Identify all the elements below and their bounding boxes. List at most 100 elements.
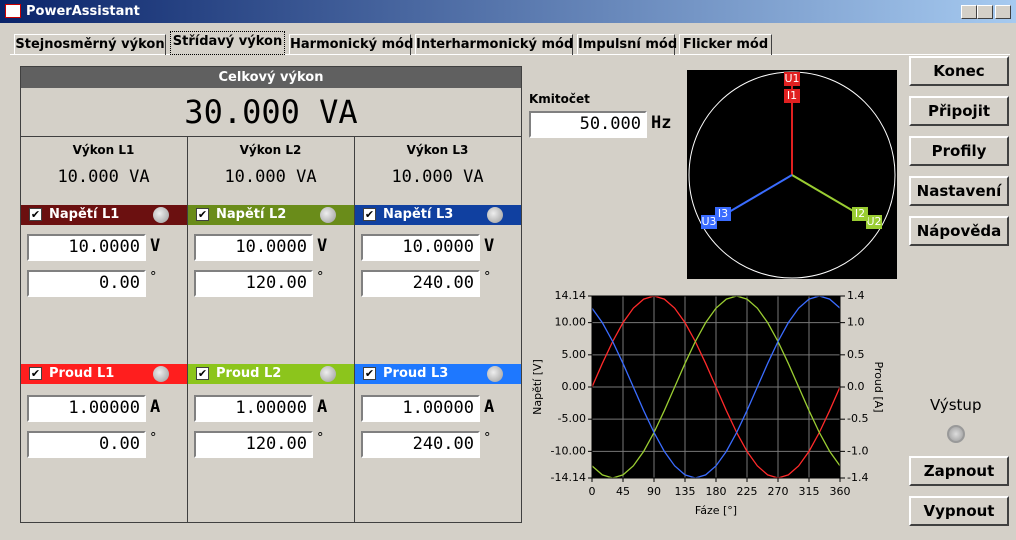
voltage-led xyxy=(153,207,169,223)
current-magnitude-input[interactable]: 1.00000 xyxy=(27,395,146,422)
power-label: Výkon L3 xyxy=(406,143,469,157)
x-axis-label: Fáze [°] xyxy=(695,504,737,517)
output-button[interactable]: Vypnout xyxy=(909,496,1009,526)
voltage-bar xyxy=(355,205,521,225)
power-value: 10.000 VA xyxy=(391,167,484,187)
column-divider xyxy=(187,137,188,522)
current-angle-input[interactable]: 240.00 xyxy=(361,431,480,458)
y-axis-label: Napětí [V] xyxy=(531,359,544,415)
voltage-led xyxy=(320,207,336,223)
voltage-magnitude-unit: V xyxy=(484,236,495,256)
x-tick-label: 315 xyxy=(799,485,820,498)
voltage-led xyxy=(487,207,503,223)
tab-panel xyxy=(10,54,1010,534)
series-line xyxy=(591,295,841,479)
current-angle-input[interactable]: 0.00 xyxy=(27,431,146,458)
current-magnitude-input[interactable]: 1.00000 xyxy=(361,395,480,422)
current-checkbox[interactable]: ✔ xyxy=(29,367,42,380)
phasor-label: U3 xyxy=(701,215,716,228)
voltage-angle-unit: ° xyxy=(317,270,324,285)
maximize-button[interactable] xyxy=(977,5,993,19)
voltage-angle-input[interactable]: 0.00 xyxy=(27,270,146,297)
frequency-input[interactable]: 50.000 xyxy=(529,111,647,138)
phasor-label-box xyxy=(852,207,868,221)
phasor-label: I2 xyxy=(855,207,865,220)
y2-tick-label: 1.4 xyxy=(847,289,865,302)
tab[interactable]: Stejnosměrný výkon xyxy=(14,34,166,55)
y-tick-label: -14.14 xyxy=(551,471,586,484)
tab[interactable]: Střídavý výkon xyxy=(170,31,285,55)
voltage-magnitude-input[interactable]: 10.0000 xyxy=(27,234,146,261)
app-icon xyxy=(5,4,21,18)
total-value: 30.000 xyxy=(184,93,300,131)
y-tick-label: 10.00 xyxy=(555,316,587,329)
y-tick-label: 5.00 xyxy=(562,348,587,361)
voltage-angle-unit: ° xyxy=(484,270,491,285)
phasor-label: I3 xyxy=(718,207,728,220)
x-tick-label: 45 xyxy=(616,485,630,498)
current-led xyxy=(320,366,336,382)
voltage-angle-input[interactable]: 240.00 xyxy=(361,270,480,297)
current-bar xyxy=(355,364,521,384)
phasor-label-box xyxy=(866,215,882,229)
voltage-label: Napětí L1 xyxy=(49,207,120,222)
current-bar xyxy=(188,364,354,384)
y2-tick-label: -1.0 xyxy=(847,444,868,457)
phasor-label: U1 xyxy=(784,72,799,85)
current-label: Proud L1 xyxy=(49,366,115,381)
current-magnitude-unit: A xyxy=(317,397,328,417)
x-tick-label: 270 xyxy=(768,485,789,498)
y2-tick-label: -0.5 xyxy=(847,412,868,425)
voltage-bar xyxy=(188,205,354,225)
power-panel xyxy=(20,66,522,523)
phasor-label-box xyxy=(784,72,800,86)
voltage-bar xyxy=(21,205,187,225)
button[interactable]: Nastavení xyxy=(909,176,1009,206)
tab[interactable]: Impulsní mód xyxy=(577,34,677,55)
voltage-angle-unit: ° xyxy=(150,270,157,285)
x-tick-label: 135 xyxy=(675,485,696,498)
button[interactable]: Konec xyxy=(909,56,1009,86)
title-bar: PowerAssistant xyxy=(0,0,1016,23)
voltage-checkbox[interactable]: ✔ xyxy=(29,208,42,221)
button[interactable]: Nápověda xyxy=(909,216,1009,246)
y-tick-label: -5.00 xyxy=(558,412,586,425)
current-magnitude-input[interactable]: 1.00000 xyxy=(194,395,313,422)
button[interactable]: Připojit xyxy=(909,96,1009,126)
power-label: Výkon L2 xyxy=(239,143,302,157)
tab[interactable]: Flicker mód xyxy=(679,34,772,55)
button[interactable]: Profily xyxy=(909,136,1009,166)
current-checkbox[interactable]: ✔ xyxy=(196,367,209,380)
current-checkbox[interactable]: ✔ xyxy=(363,367,376,380)
output-label: Výstup xyxy=(930,396,982,414)
tab[interactable]: Harmonický mód xyxy=(289,34,413,55)
y-tick-label: -10.00 xyxy=(551,444,586,457)
total-unit: VA xyxy=(319,93,358,131)
column-divider xyxy=(354,137,355,522)
voltage-checkbox[interactable]: ✔ xyxy=(363,208,376,221)
voltage-magnitude-unit: V xyxy=(317,236,328,256)
x-tick-label: 360 xyxy=(830,485,851,498)
frequency-label: Kmitočet xyxy=(529,92,590,106)
x-tick-label: 225 xyxy=(737,485,758,498)
close-button[interactable] xyxy=(995,5,1011,19)
output-button[interactable]: Zapnout xyxy=(909,456,1009,486)
current-led xyxy=(153,366,169,382)
total-display: 30.000 VA xyxy=(21,88,521,137)
voltage-label: Napětí L2 xyxy=(216,207,287,222)
current-angle-unit: ° xyxy=(484,431,491,446)
plot-frame xyxy=(591,295,841,479)
voltage-magnitude-input[interactable]: 10.0000 xyxy=(194,234,313,261)
voltage-magnitude-input[interactable]: 10.0000 xyxy=(361,234,480,261)
current-label: Proud L3 xyxy=(383,366,449,381)
voltage-angle-input[interactable]: 120.00 xyxy=(194,270,313,297)
current-magnitude-unit: A xyxy=(484,397,495,417)
minimize-button[interactable] xyxy=(961,5,977,19)
current-angle-input[interactable]: 120.00 xyxy=(194,431,313,458)
series-line xyxy=(591,295,841,479)
voltage-checkbox[interactable]: ✔ xyxy=(196,208,209,221)
phasor-l3 xyxy=(728,174,793,213)
phasor-label-box xyxy=(784,89,800,103)
total-label: Celkový výkon xyxy=(21,67,521,88)
tab[interactable]: Interharmonický mód xyxy=(415,34,573,55)
